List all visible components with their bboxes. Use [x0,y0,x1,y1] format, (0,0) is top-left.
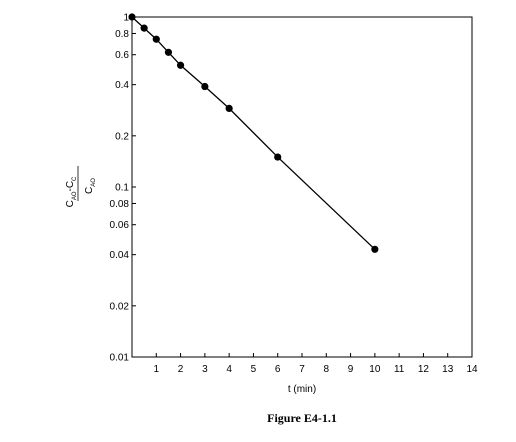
data-point [201,82,209,91]
y-axis-label: CAO-CC CAO [65,166,97,207]
x-tick-label: 1 [154,364,160,375]
y-tick-label: 0.06 [110,220,130,231]
svg-text:CAO: CAO [84,178,97,194]
x-tick-label: 12 [418,364,430,375]
y-axis-label-numerator: CAO-CC [65,176,78,207]
y-axis-label-denominator: CAO [84,178,97,194]
y-axis-ticks: 0.01 0.02 0.04 0.06 0.08 0.1 0.2 0.4 0.6 0.8 1 [110,13,136,364]
figure-caption: Figure E4-1.1 [267,411,337,425]
x-tick-label: 5 [251,364,257,375]
svg-text:CAO-CC: CAO-CC [65,176,78,207]
x-tick-label: 2 [178,364,184,375]
data-point [371,245,379,253]
x-axis-label: t (min) [288,384,316,395]
y-tick-label: 0.2 [115,131,129,142]
y-label-den-part-1: C [84,187,95,194]
x-tick-label: 8 [324,364,330,375]
y-label-num-sub-1: AO [72,191,78,200]
x-tick-label: 14 [466,364,478,375]
y-label-num-part-1: C [65,200,76,207]
data-point [140,24,148,32]
x-tick-label: 9 [348,364,354,375]
y-tick-label: 0.8 [115,29,129,40]
y-label-den-sub-1: AO [91,178,97,187]
y-tick-label: 1 [123,13,129,24]
y-tick-label: 0.04 [110,250,130,261]
x-tick-label: 3 [202,364,208,375]
y-tick-label: 0.02 [110,301,130,312]
series-group [128,13,379,253]
y-label-num-sub-2: C [72,176,78,181]
y-tick-label: 0.08 [110,199,130,210]
data-point [152,35,160,43]
data-point [225,104,233,112]
x-tick-label: 6 [275,364,281,375]
x-tick-label: 13 [442,364,454,375]
x-axis-ticks: 1 2 3 4 5 6 7 8 9 10 11 12 13 14 [154,353,478,375]
y-tick-label: 0.6 [115,50,129,61]
x-tick-label: 11 [394,364,405,375]
data-point [128,13,136,21]
x-tick-label: 10 [369,364,381,375]
y-label-num-part-2: -C [65,181,76,192]
y-tick-label: 0.1 [115,183,129,194]
y-tick-label: 0.4 [115,80,129,91]
y-tick-label: 0.01 [110,353,130,364]
data-point [274,153,282,161]
x-tick-label: 7 [299,364,305,375]
data-point [176,61,185,69]
x-tick-label: 4 [226,364,232,375]
data-point [164,48,173,56]
